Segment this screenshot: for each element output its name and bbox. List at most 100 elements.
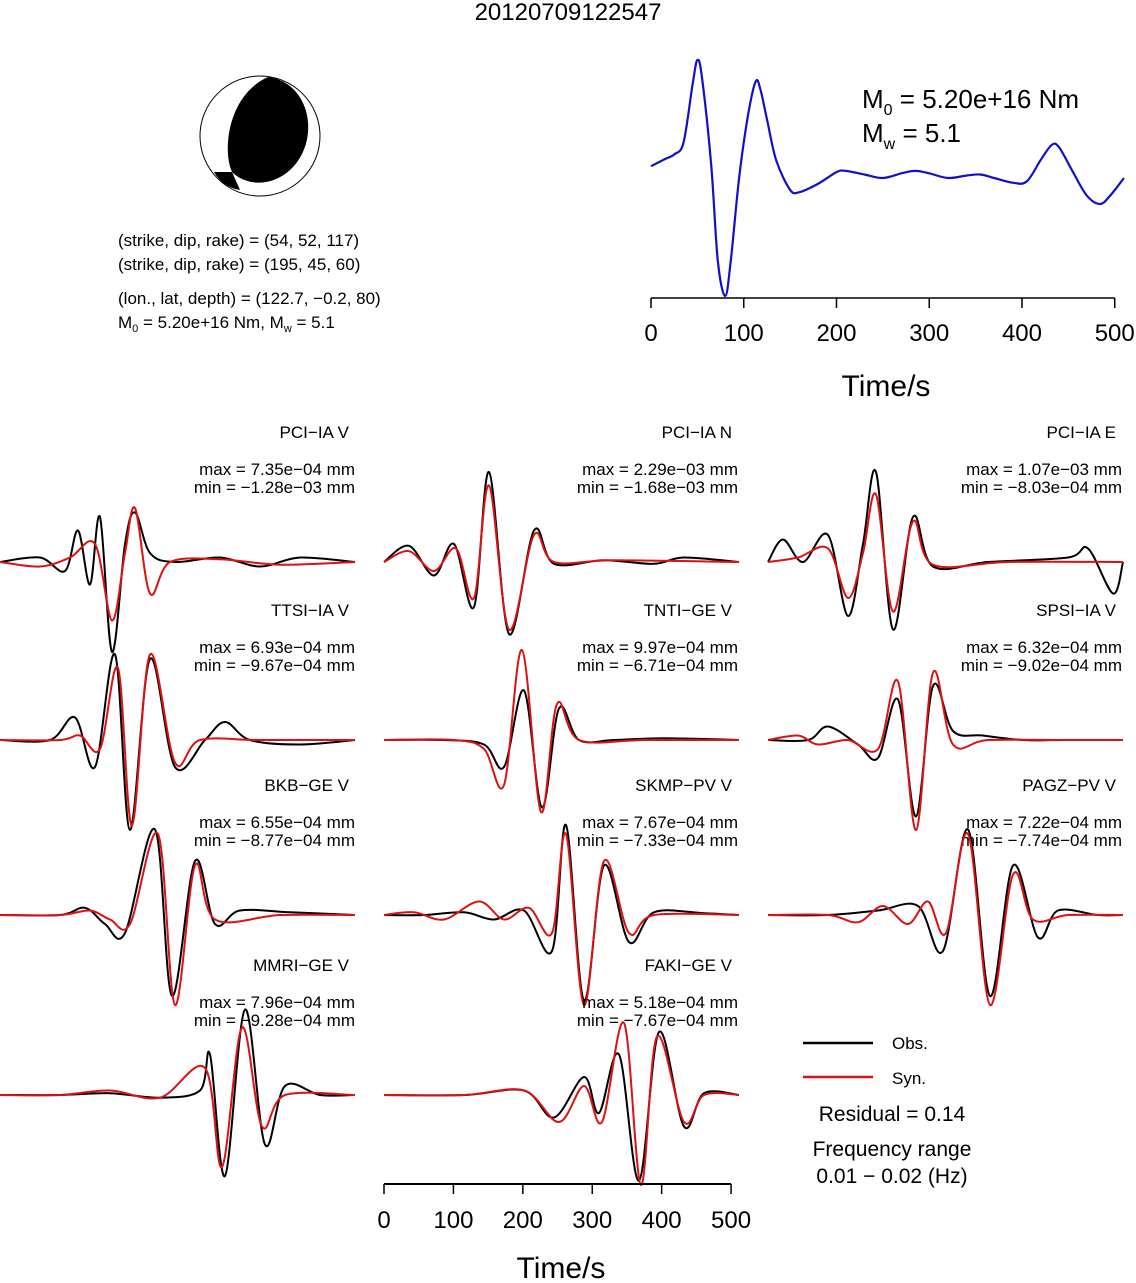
- synthetic-trace: [0, 653, 355, 827]
- synthetic-trace: [0, 1026, 356, 1169]
- figure-title: 20120709122547: [475, 0, 662, 26]
- station-max: max = 1.07e−03 mm: [966, 460, 1122, 479]
- station-label: TTSI−IA V: [271, 601, 350, 620]
- station-label: BKB−GE V: [264, 776, 349, 795]
- station-max: max = 6.32e−04 mm: [966, 638, 1122, 657]
- frequency-value: 0.01 − 0.02 (Hz): [816, 1165, 967, 1188]
- stf-tick-label: 200: [816, 320, 856, 347]
- mechanism-info: (strike, dip, rake) = (54, 52, 117) (str…: [118, 231, 381, 335]
- beachball-compression-wedge: [214, 172, 240, 190]
- station-min: min = −8.77e−04 mm: [194, 831, 355, 850]
- waveform-tick-label: 200: [503, 1207, 543, 1234]
- stf-xlabel: Time/s: [842, 370, 931, 403]
- frequency-title: Frequency range: [813, 1138, 972, 1161]
- station-max: max = 7.67e−04 mm: [582, 813, 738, 832]
- moment-line: M0 = 5.20e+16 Nm, Mw = 5.1: [118, 313, 335, 335]
- station-max: max = 7.96e−04 mm: [199, 993, 355, 1012]
- station-label: MMRI−GE V: [253, 956, 350, 975]
- station-min: min = −1.28e−03 mm: [194, 478, 355, 497]
- station-label: SKMP−PV V: [635, 776, 733, 795]
- station-label: FAKI−GE V: [645, 956, 733, 975]
- station-max: max = 6.55e−04 mm: [199, 813, 355, 832]
- legend-obs-label: Obs.: [892, 1034, 928, 1053]
- observed-trace: [0, 511, 356, 654]
- observed-trace: [0, 653, 356, 832]
- station-min: min = −6.71e−04 mm: [577, 656, 738, 675]
- waveform-tick-label: 300: [572, 1207, 612, 1234]
- station-max: max = 2.29e−03 mm: [582, 460, 738, 479]
- observed-trace: [383, 823, 740, 1002]
- stf-tick-label: 100: [724, 320, 764, 347]
- observed-trace: [0, 828, 356, 998]
- station-min: min = −7.74e−04 mm: [961, 831, 1122, 850]
- observed-trace: [767, 682, 1123, 818]
- synthetic-trace: [383, 484, 740, 631]
- waveform-tick-label: 0: [377, 1207, 390, 1234]
- station-min: min = −9.28e−04 mm: [194, 1011, 355, 1030]
- stf-tick-label: 0: [644, 320, 657, 347]
- station-min: min = −8.03e−04 mm: [961, 478, 1122, 497]
- synthetic-trace: [383, 648, 739, 814]
- waveform-tick-label: 100: [433, 1207, 473, 1234]
- station-min: min = −7.33e−04 mm: [577, 831, 738, 850]
- station-label: PAGZ−PV V: [1022, 776, 1116, 795]
- station-max: max = 5.18e−04 mm: [582, 993, 738, 1012]
- station-label: PCI−IA E: [1047, 423, 1116, 442]
- legend-syn-label: Syn.: [892, 1069, 926, 1088]
- stf-plot: 0 100 200 300 400 500: [644, 58, 1135, 347]
- legend: Obs. Syn. Residual = 0.14 Frequency rang…: [803, 1034, 971, 1188]
- stf-tick-label: 400: [1002, 320, 1042, 347]
- stf-mw: Mw = 5.1: [862, 118, 961, 153]
- station-min: min = −1.68e−03 mm: [577, 478, 738, 497]
- beachball-compression-quadrant: [227, 77, 309, 183]
- waveform-xlabel: Time/s: [517, 1252, 606, 1283]
- synthetic-trace: [767, 832, 1124, 1007]
- synthetic-trace: [767, 492, 1124, 613]
- station-label: PCI−IA N: [662, 423, 732, 442]
- station-min: min = −9.67e−04 mm: [194, 656, 355, 675]
- synthetic-trace: [383, 1021, 740, 1187]
- station-label: PCI−IA V: [280, 423, 350, 442]
- synthetic-trace: [767, 669, 1123, 832]
- waveform-tick-label: 400: [642, 1207, 682, 1234]
- observed-trace: [0, 1008, 356, 1178]
- station-min: min = −9.02e−04 mm: [961, 656, 1122, 675]
- observed-trace: [767, 828, 1124, 998]
- station-label: SPSI−IA V: [1036, 601, 1117, 620]
- observed-trace: [383, 1030, 740, 1182]
- residual: Residual = 0.14: [819, 1103, 966, 1126]
- station-min: min = −7.67e−04 mm: [577, 1011, 738, 1030]
- stf-m0: M0 = 5.20e+16 Nm: [862, 84, 1079, 119]
- station-max: max = 6.93e−04 mm: [199, 638, 355, 657]
- waveform-tick-label: 500: [711, 1207, 751, 1234]
- observed-trace: [383, 689, 740, 809]
- stf-curve: [650, 58, 1125, 298]
- station-label: TNTI−GE V: [644, 601, 733, 620]
- station-max: max = 7.22e−04 mm: [966, 813, 1122, 832]
- plane-2: (strike, dip, rake) = (195, 45, 60): [118, 255, 360, 274]
- synthetic-trace: [0, 831, 356, 1007]
- synthetic-trace: [383, 832, 740, 1007]
- station-max: max = 7.35e−04 mm: [199, 460, 355, 479]
- synthetic-trace: [0, 506, 356, 622]
- station-max: max = 9.97e−04 mm: [582, 638, 738, 657]
- beachball: [199, 75, 321, 197]
- plane-1: (strike, dip, rake) = (54, 52, 117): [118, 231, 359, 250]
- observed-trace: [767, 468, 1124, 631]
- location: (lon., lat, depth) = (122.7, −0.2, 80): [118, 289, 381, 308]
- stf-tick-label: 500: [1095, 320, 1135, 347]
- stf-tick-label: 300: [909, 320, 949, 347]
